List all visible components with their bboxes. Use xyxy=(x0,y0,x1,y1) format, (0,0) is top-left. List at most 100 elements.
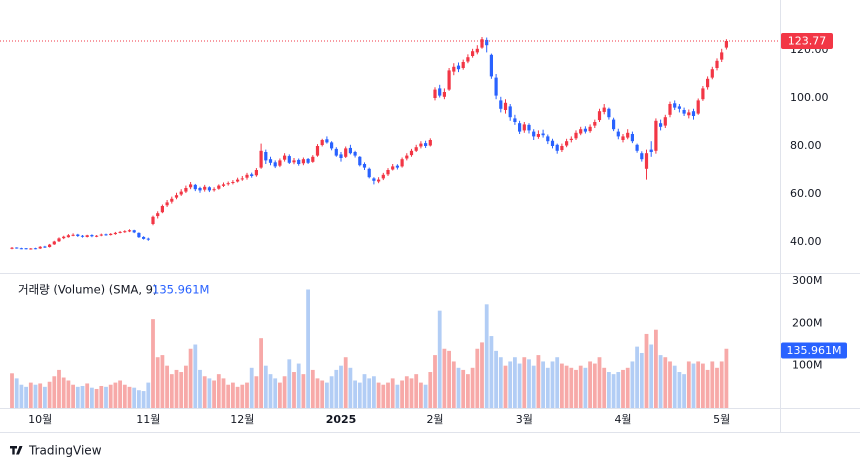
candle-body xyxy=(480,39,484,48)
candle-body xyxy=(475,48,479,53)
volume-bar xyxy=(28,382,33,408)
candle-body xyxy=(372,178,376,181)
candle-body xyxy=(583,128,587,132)
volume-bar xyxy=(334,369,339,408)
volume-bar xyxy=(517,363,522,408)
volume-bar xyxy=(212,380,216,408)
candle-body xyxy=(602,107,606,112)
volume-bar xyxy=(386,382,390,408)
candle-body xyxy=(29,248,33,250)
candle-body xyxy=(76,234,80,236)
candle-body xyxy=(132,230,136,233)
volume-bar xyxy=(315,378,320,408)
volume-bar xyxy=(555,357,560,408)
candle-body xyxy=(57,238,61,242)
candle-body xyxy=(546,136,550,142)
volume-tick-label: 100M xyxy=(792,359,823,372)
candle-body xyxy=(358,156,362,166)
candle-body xyxy=(113,232,117,235)
candle-body xyxy=(367,168,371,178)
candle-body xyxy=(353,151,357,156)
volume-bar xyxy=(235,386,240,408)
candle-body xyxy=(485,39,489,46)
candle-body xyxy=(207,187,211,191)
volume-bar xyxy=(174,369,179,408)
volume-bar xyxy=(57,369,61,408)
candle-body xyxy=(461,62,465,69)
candle-body xyxy=(720,52,724,60)
candle-body xyxy=(560,145,564,151)
candle-body xyxy=(85,235,89,237)
candle-body xyxy=(306,158,310,163)
volume-bar xyxy=(367,378,372,408)
y-tick-label: 80.00 xyxy=(790,139,822,152)
y-tick-label: 100.00 xyxy=(790,91,829,104)
candle-body xyxy=(710,69,714,78)
volume-bar xyxy=(635,346,639,408)
volume-bar xyxy=(127,386,132,408)
candle-body xyxy=(536,134,540,137)
volume-sma-label: 135.961M xyxy=(787,344,842,357)
volume-bar xyxy=(353,380,357,408)
volume-bar xyxy=(456,367,461,408)
candle-body xyxy=(489,54,493,77)
candle-body xyxy=(221,184,226,186)
volume-bar xyxy=(202,376,207,408)
candle-body xyxy=(325,139,329,143)
candle-body xyxy=(240,178,244,180)
volume-bar xyxy=(325,382,329,408)
candle-body xyxy=(137,232,141,238)
volume-bar xyxy=(414,374,419,408)
candle-body xyxy=(301,159,305,164)
volume-bar xyxy=(574,369,578,408)
volume-bar xyxy=(104,386,108,408)
volume-bar xyxy=(362,374,367,408)
candle-body xyxy=(292,160,296,163)
volume-bar xyxy=(588,361,592,408)
volume-bar xyxy=(508,361,513,408)
volume-bar xyxy=(188,348,193,408)
candle-body xyxy=(348,147,352,154)
candle-body xyxy=(654,120,658,151)
candle-body xyxy=(456,65,461,70)
volume-bar xyxy=(348,367,353,408)
candle-body xyxy=(574,132,578,139)
candle-body xyxy=(518,123,522,132)
candle-body xyxy=(62,236,66,239)
candle-body xyxy=(90,235,94,237)
volume-bar xyxy=(165,365,169,408)
volume-bar xyxy=(226,384,231,408)
candle-body xyxy=(165,202,169,206)
volume-bar xyxy=(621,369,625,408)
volume-bar xyxy=(52,376,57,408)
candle-body xyxy=(123,231,127,233)
volume-bar xyxy=(616,372,621,408)
volume-bar xyxy=(216,374,221,408)
volume-bar xyxy=(550,361,555,408)
candle-body xyxy=(724,40,728,48)
volume-bar xyxy=(75,386,80,408)
candle-body xyxy=(362,163,367,168)
last-price-label: 123.77 xyxy=(788,34,827,47)
candle-body xyxy=(184,187,188,192)
x-tick-label: 2025 xyxy=(326,413,357,426)
volume-bar xyxy=(691,363,696,408)
candle-body xyxy=(104,234,108,236)
candle-body xyxy=(48,244,52,248)
volume-bar xyxy=(231,382,235,408)
candle-body xyxy=(170,198,174,202)
candle-body xyxy=(377,179,381,182)
volume-bar xyxy=(400,380,404,408)
candle-body xyxy=(10,247,14,249)
candle-body xyxy=(532,131,536,137)
candle-body xyxy=(569,138,573,141)
volume-bar xyxy=(677,372,682,408)
volume-bar xyxy=(113,382,118,408)
candle-body xyxy=(541,133,545,136)
candle-body xyxy=(673,103,677,108)
volume-bar xyxy=(108,384,113,408)
volume-bar xyxy=(569,367,574,408)
volume-bar xyxy=(33,384,38,408)
candle-body xyxy=(630,134,634,142)
